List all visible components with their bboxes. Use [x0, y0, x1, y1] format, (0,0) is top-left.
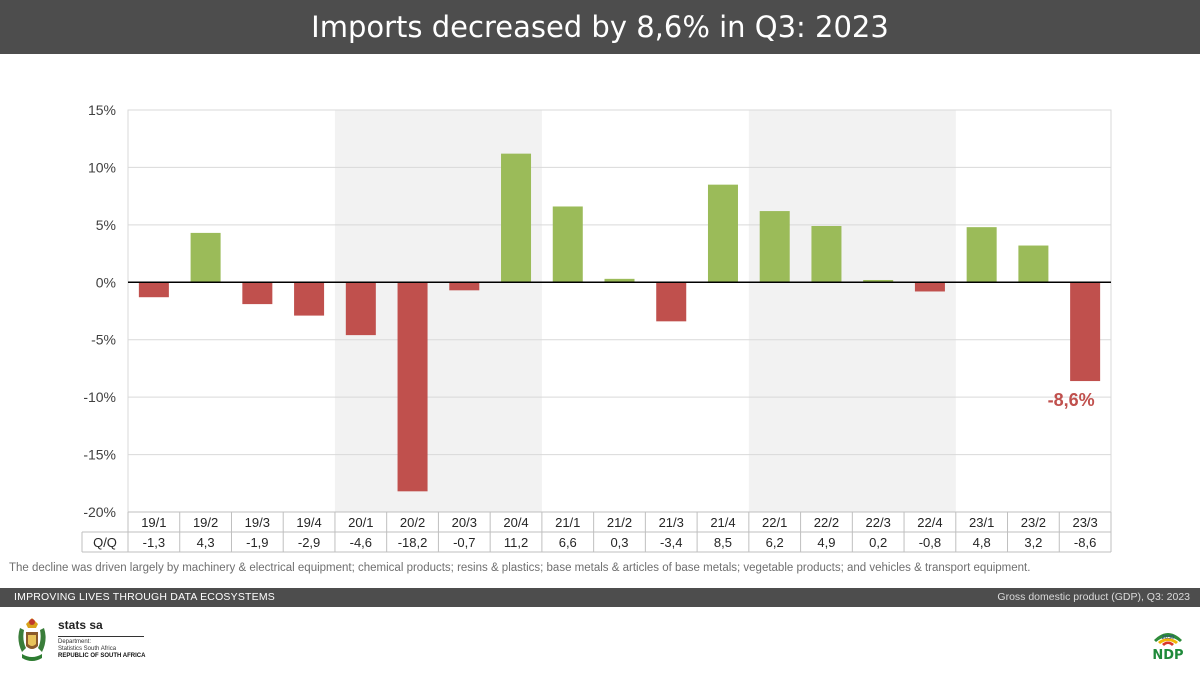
data-label: 11,2: [504, 535, 528, 550]
y-tick-label: 10%: [88, 159, 116, 175]
data-label: -8,6: [1074, 535, 1096, 550]
bar: [294, 282, 325, 316]
footer-slogan: IMPROVING LIVES THROUGH DATA ECOSYSTEMS: [14, 591, 276, 603]
data-label: -1,3: [143, 535, 165, 550]
imports-bar-chart: 15% 10% 5% 0% -5% -10% -15% -20% 19/1 -1,3 19/2 4,3…: [81, 102, 1112, 553]
logo-department-name: Statistics South Africa: [58, 646, 117, 652]
x-tick-label: 23/1: [969, 515, 994, 530]
logo-divider: [58, 636, 144, 637]
ndp-logo-icon: 2030 NDP: [1152, 633, 1184, 662]
bar: [707, 184, 738, 283]
footnote: The decline was driven largely by machin…: [9, 562, 1031, 574]
data-label: -3,4: [660, 535, 682, 550]
x-tick-label: 22/2: [814, 515, 839, 530]
data-label: 8,5: [714, 535, 732, 550]
data-label: 4,8: [973, 535, 991, 550]
y-tick-label: 15%: [88, 102, 116, 118]
x-tick-label: 23/2: [1021, 515, 1046, 530]
data-label: 4,9: [817, 535, 835, 550]
x-tick-label: 20/3: [452, 515, 477, 530]
data-label: -0,7: [453, 535, 475, 550]
bar: [138, 282, 169, 298]
data-label: -2,9: [298, 535, 320, 550]
footer-bar: IMPROVING LIVES THROUGH DATA ECOSYSTEMS …: [0, 588, 1200, 607]
bar: [1070, 282, 1101, 382]
y-tick-label: -15%: [83, 447, 116, 463]
bar: [242, 282, 273, 305]
y-tick-label: -5%: [91, 332, 116, 348]
x-tick-label: 21/4: [710, 515, 735, 530]
bar: [552, 206, 583, 283]
x-tick-label: 20/1: [348, 515, 373, 530]
bar: [604, 278, 635, 283]
y-tick-label: -20%: [83, 504, 116, 520]
shade-band-2022: [748, 110, 956, 512]
stats-sa-logo: stats sa Department: Statistics South Af…: [14, 614, 154, 668]
data-label: 0,2: [869, 535, 887, 550]
data-label: 3,2: [1024, 535, 1042, 550]
ndp-year: 2030: [1162, 635, 1175, 641]
x-tick-label: 23/3: [1072, 515, 1097, 530]
coat-of-arms-icon: [18, 618, 46, 661]
ndp-text: NDP: [1152, 648, 1183, 662]
x-tick-label: 21/2: [607, 515, 632, 530]
bar: [397, 282, 428, 492]
logo-country: REPUBLIC OF SOUTH AFRICA: [58, 653, 146, 659]
x-tick-label: 22/1: [762, 515, 787, 530]
y-tick-label: 0%: [96, 274, 116, 290]
x-tick-label: 19/2: [193, 515, 218, 530]
bar: [759, 211, 790, 283]
bar: [449, 282, 480, 291]
x-tick-label: 20/4: [503, 515, 528, 530]
data-label: 6,2: [766, 535, 784, 550]
callout-label: -8,6%: [1048, 390, 1095, 410]
bar: [811, 226, 842, 283]
x-tick-label: 19/4: [296, 515, 321, 530]
data-label: -0,8: [919, 535, 941, 550]
bar: [656, 282, 687, 322]
footer-publication: Gross domestic product (GDP), Q3: 2023: [997, 591, 1190, 603]
y-tick-label: 5%: [96, 217, 116, 233]
bar: [345, 282, 376, 336]
plot-frame: [127, 109, 1112, 513]
bar: [190, 232, 221, 283]
x-tick-label: 21/3: [659, 515, 684, 530]
data-label: 0,3: [610, 535, 628, 550]
table-row-label: Q/Q: [93, 535, 117, 550]
x-tick-label: 21/1: [555, 515, 580, 530]
bar: [501, 153, 532, 283]
data-label: -18,2: [398, 535, 428, 550]
page-title: Imports decreased by 8,6% in Q3: 2023: [0, 0, 1200, 54]
logo-department: Department:: [58, 639, 92, 645]
data-label: -1,9: [246, 535, 268, 550]
x-tick-label: 22/4: [917, 515, 942, 530]
bar: [863, 279, 894, 283]
data-label: 6,6: [559, 535, 577, 550]
bar: [1018, 245, 1049, 283]
x-tick-label: 22/3: [866, 515, 891, 530]
chart-title: Imports decreased by 8,6% in Q3: 2023: [311, 10, 889, 44]
bar: [914, 282, 945, 292]
y-tick-label: -10%: [83, 389, 116, 405]
org-name: stats sa: [58, 618, 103, 632]
data-label: -4,6: [350, 535, 372, 550]
bar: [966, 227, 997, 283]
x-tick-label: 19/3: [245, 515, 270, 530]
x-tick-label: 19/1: [141, 515, 166, 530]
data-label: 4,3: [197, 535, 215, 550]
x-tick-label: 20/2: [400, 515, 425, 530]
